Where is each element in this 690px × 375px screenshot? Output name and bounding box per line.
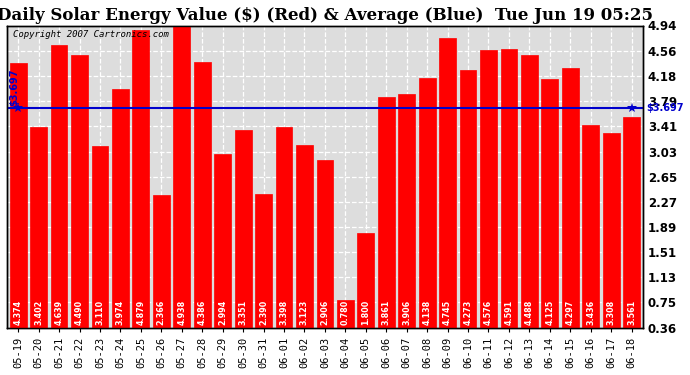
- Bar: [337, 300, 354, 351]
- Bar: [562, 68, 579, 351]
- Text: 4.386: 4.386: [198, 300, 207, 325]
- Text: 4.138: 4.138: [423, 300, 432, 325]
- Text: 2.994: 2.994: [218, 300, 227, 325]
- Text: 3.974: 3.974: [116, 300, 125, 325]
- Text: 3.561: 3.561: [627, 300, 636, 325]
- Text: 4.297: 4.297: [566, 300, 575, 325]
- Text: 3.436: 3.436: [586, 300, 595, 325]
- Text: 0.780: 0.780: [341, 300, 350, 325]
- Bar: [112, 89, 129, 351]
- Bar: [521, 56, 538, 351]
- Bar: [603, 133, 620, 351]
- Bar: [419, 78, 435, 351]
- Bar: [215, 154, 231, 351]
- Text: 3.906: 3.906: [402, 300, 411, 325]
- Text: 4.591: 4.591: [504, 300, 513, 325]
- Text: 3.123: 3.123: [300, 300, 309, 325]
- Text: 4.273: 4.273: [464, 300, 473, 325]
- Text: 4.745: 4.745: [443, 300, 452, 325]
- Bar: [480, 50, 497, 351]
- Bar: [378, 97, 395, 351]
- Bar: [582, 125, 599, 351]
- Text: 3.308: 3.308: [607, 300, 615, 325]
- Bar: [50, 45, 68, 351]
- Text: 3.351: 3.351: [239, 300, 248, 325]
- Bar: [153, 195, 170, 351]
- Text: Copyright 2007 Cartronics.com: Copyright 2007 Cartronics.com: [13, 30, 169, 39]
- Bar: [30, 127, 47, 351]
- Bar: [92, 146, 108, 351]
- Text: 4.576: 4.576: [484, 300, 493, 325]
- Text: 2.906: 2.906: [320, 300, 329, 325]
- Text: 3.861: 3.861: [382, 300, 391, 325]
- Text: 2.366: 2.366: [157, 300, 166, 325]
- Text: 2.390: 2.390: [259, 300, 268, 325]
- Bar: [542, 79, 558, 351]
- Bar: [194, 62, 210, 351]
- Bar: [255, 194, 272, 351]
- Text: 3.402: 3.402: [34, 300, 43, 325]
- Text: 4.488: 4.488: [525, 300, 534, 325]
- Bar: [296, 146, 313, 351]
- Text: 4.639: 4.639: [55, 300, 63, 325]
- Bar: [398, 94, 415, 351]
- Bar: [173, 26, 190, 351]
- Text: 3.110: 3.110: [95, 300, 104, 325]
- Text: 1.800: 1.800: [362, 300, 371, 325]
- Text: 4.879: 4.879: [137, 300, 146, 325]
- Title: Daily Solar Energy Value ($) (Red) & Average (Blue)  Tue Jun 19 05:25: Daily Solar Energy Value ($) (Red) & Ave…: [0, 7, 653, 24]
- Bar: [10, 63, 27, 351]
- Text: 3.398: 3.398: [279, 300, 288, 325]
- Bar: [235, 130, 251, 351]
- Text: $3.697: $3.697: [646, 102, 684, 112]
- Bar: [317, 160, 333, 351]
- Text: 4.125: 4.125: [545, 300, 554, 325]
- Text: 4.490: 4.490: [75, 300, 84, 325]
- Bar: [132, 30, 149, 351]
- Text: 4.938: 4.938: [177, 300, 186, 325]
- Bar: [357, 233, 374, 351]
- Bar: [623, 117, 640, 351]
- Text: $3.697: $3.697: [9, 68, 19, 105]
- Text: 4.374: 4.374: [14, 300, 23, 325]
- Bar: [460, 69, 476, 351]
- Bar: [440, 38, 456, 351]
- Bar: [275, 127, 293, 351]
- Bar: [500, 48, 518, 351]
- Bar: [71, 55, 88, 351]
